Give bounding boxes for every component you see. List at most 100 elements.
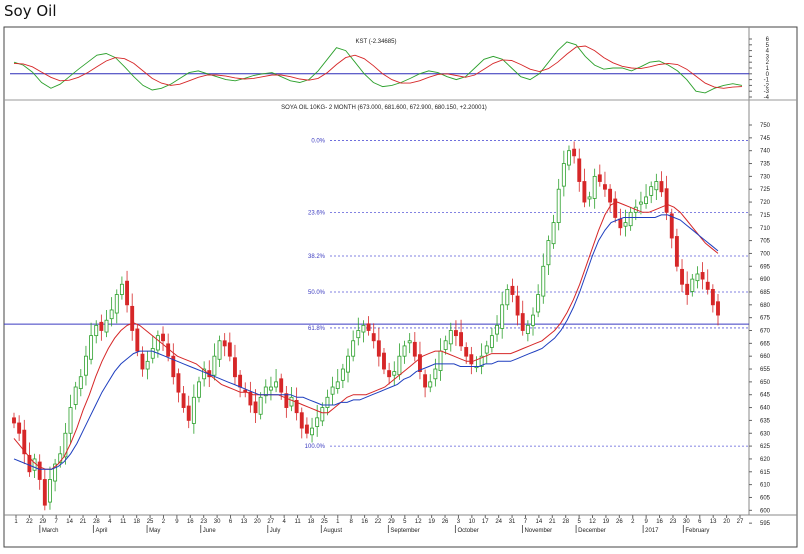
candle-body <box>392 371 397 376</box>
time-day-label: 2 <box>631 519 635 525</box>
candle-body <box>464 347 469 357</box>
candle-body <box>263 386 268 397</box>
candle-body <box>628 211 633 227</box>
candle-body <box>346 355 350 373</box>
candle-body <box>222 340 227 347</box>
candle-body <box>84 355 88 376</box>
candle-body <box>150 348 155 359</box>
fib-level-label: 38.2% <box>308 254 326 260</box>
kst-tick-label: -4 <box>764 95 770 101</box>
candle-body <box>597 174 602 182</box>
time-day-label: 31 <box>509 519 516 525</box>
candle-body <box>361 324 366 333</box>
time-day-label: 21 <box>549 519 556 525</box>
candle-body <box>479 355 484 367</box>
fib-level-label: 100.0% <box>305 444 326 450</box>
candle-body <box>623 222 628 227</box>
candle-body <box>674 236 679 267</box>
time-day-label: 19 <box>603 519 610 525</box>
chart-frame: KST (-2.34685) SOYA OIL 10KG- 2 MONTH (6… <box>0 25 804 550</box>
price-tick-label: 730 <box>760 174 771 180</box>
candle-body <box>443 340 448 350</box>
candle-body <box>520 313 525 331</box>
time-day-label: 23 <box>670 519 677 525</box>
candle-body <box>197 381 201 398</box>
fib-level-label: 23.6% <box>308 210 326 216</box>
candle-body <box>12 417 16 424</box>
time-day-label: 6 <box>698 519 702 525</box>
time-day-label: 14 <box>66 519 73 525</box>
time-day-label: 28 <box>93 519 100 525</box>
time-month-label: April <box>95 528 107 534</box>
candle-body <box>125 280 129 306</box>
candle-body <box>407 340 412 344</box>
candle-body <box>140 353 145 370</box>
candle-body <box>387 370 392 378</box>
candle-body <box>212 355 217 376</box>
price-tick-label: 720 <box>760 200 771 206</box>
candle-body <box>202 368 207 380</box>
time-day-label: 5 <box>577 519 581 525</box>
kst-tick-label: 1 <box>766 66 770 72</box>
candle-body <box>376 340 381 357</box>
candle-body <box>659 181 664 193</box>
candle-body <box>613 198 618 218</box>
time-day-label: 9 <box>644 519 648 525</box>
price-tick-label: 640 <box>760 406 771 412</box>
price-tick-label: 700 <box>760 251 771 257</box>
kst-tick-label: 2 <box>766 60 770 66</box>
time-day-label: 23 <box>200 519 207 525</box>
page-title: Soy Oil <box>4 2 57 20</box>
candle-body <box>567 150 571 166</box>
candle-body <box>78 376 83 389</box>
time-day-label: 27 <box>737 519 744 525</box>
kst-panel <box>10 41 749 94</box>
kst-tick-label: 5 <box>766 43 770 49</box>
time-day-label: 11 <box>120 519 127 525</box>
candle-body <box>705 281 710 290</box>
time-month-label: December <box>578 528 606 534</box>
candle-body <box>366 323 371 331</box>
time-day-label: 26 <box>442 519 449 525</box>
price-title: SOYA OIL 10KG- 2 MONTH (673.000, 681.600… <box>281 105 487 111</box>
candle-body <box>304 424 309 434</box>
time-day-label: 16 <box>656 519 663 525</box>
candle-body <box>63 432 68 458</box>
candle-body <box>710 288 715 306</box>
time-day-label: 28 <box>562 519 569 525</box>
time-day-label: 10 <box>469 519 476 525</box>
price-tick-label: 605 <box>760 495 771 501</box>
candle-body <box>191 396 196 424</box>
price-tick-label: 735 <box>760 162 771 168</box>
price-tick-label: 630 <box>760 431 771 437</box>
candle-body <box>68 407 73 434</box>
candle-body <box>299 412 304 429</box>
time-month-label: March <box>42 528 59 534</box>
candle-body <box>130 305 135 331</box>
time-day-label: 14 <box>536 519 543 525</box>
time-day-label: 25 <box>147 519 154 525</box>
candle-body <box>716 301 720 316</box>
time-day-label: 12 <box>415 519 422 525</box>
candle-body <box>649 186 654 196</box>
time-day-label: 30 <box>214 519 221 525</box>
chart-canvas: KST (-2.34685) SOYA OIL 10KG- 2 MONTH (6… <box>3 26 798 548</box>
candle-body <box>217 340 222 360</box>
candle-body <box>89 335 94 360</box>
candle-body <box>371 333 376 342</box>
candle-body <box>438 350 443 371</box>
candle-body <box>284 393 289 408</box>
time-month-label: August <box>323 528 342 534</box>
candle-body <box>700 272 705 280</box>
candle-body <box>561 163 566 187</box>
candle-body <box>680 268 684 285</box>
time-day-label: 4 <box>108 519 112 525</box>
time-month-label: June <box>203 528 217 534</box>
candle-body <box>94 324 99 337</box>
candle-body <box>22 429 27 455</box>
candle-body <box>186 405 191 421</box>
candle-body <box>330 386 335 395</box>
candle-body <box>402 345 407 357</box>
candle-body <box>484 345 489 354</box>
candle-body <box>37 461 42 480</box>
